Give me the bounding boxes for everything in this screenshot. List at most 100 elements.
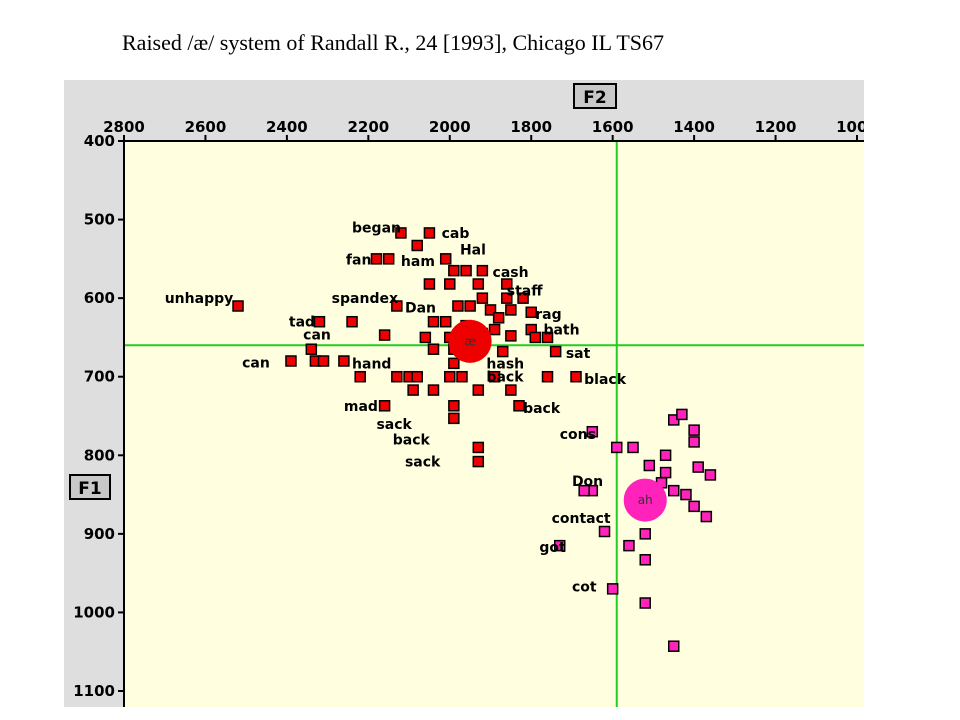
x-tick-label: 2400 [266,118,308,136]
x-tick-label: 1600 [592,118,634,136]
data-point-ae [427,343,440,355]
data-point-ae [456,370,468,383]
x-tick-label: 1400 [673,118,715,136]
data-point-ae [505,384,517,396]
data-point-ae [501,292,513,304]
data-point-ae [305,343,318,355]
data-point-ae [338,355,350,367]
axis-labels: F2 F1 [69,83,617,500]
data-point-ah [668,640,680,652]
data-point-ae [444,370,456,383]
data-point-ae [496,345,509,358]
data-point-ae [395,227,407,239]
data-point-ae [391,300,403,312]
data-point-ae [570,370,582,383]
data-point-ae [452,300,464,312]
mean-circle-ah [623,478,667,522]
data-point-ah [610,441,623,454]
data-point-ah [578,484,590,497]
x-tick-label: 2800 [103,118,145,136]
word-label: bath [543,323,579,339]
y-tick-label: 400 [84,132,115,150]
data-point-ae [464,300,476,312]
data-point-ae [541,370,554,383]
data-point-ae [370,253,383,265]
word-label: cash [493,265,529,281]
word-label: began [352,220,401,236]
mean-label-ah: ah [638,493,653,507]
x-axis-label-box [573,83,617,109]
data-point-ah [627,441,639,454]
data-point-ae [448,357,460,370]
x-tick-label: 1800 [510,118,552,136]
data-point-ae [232,300,244,312]
data-point-ae [411,239,423,252]
word-label: back [393,433,431,449]
data-point-ae [517,292,529,304]
data-point-ae [484,304,497,316]
data-point-ah [639,554,651,566]
data-point-ae [476,264,489,277]
word-label: got [539,540,566,556]
data-point-ae [488,370,501,383]
word-label: Dan [405,301,436,317]
word-label: sack [376,417,412,433]
y-tick-label: 800 [84,446,115,464]
y-tick-label: 1000 [73,603,115,621]
data-point-ae [505,304,517,316]
data-point-ah [623,539,635,552]
data-point-ae [492,312,505,324]
series-ah: ah cons Don contact got cot [539,408,717,652]
data-point-ae [419,331,432,344]
data-point-ae [472,278,485,290]
data-point-ae [472,441,485,454]
data-point-ae [423,278,436,290]
data-point-ae [346,315,358,328]
x-tick-label: 2600 [185,118,227,136]
x-axis: 2800 2600 2400 2200 2000 1800 1600 1400 1200 1000 [103,118,864,142]
slide-title: Raised /æ/ system of Randall R., 24 [199… [122,30,665,55]
data-point-ae [378,400,391,412]
data-point-ae [488,323,501,336]
word-label: sack [405,455,441,471]
word-label: Don [572,474,603,490]
data-point-ah [700,510,713,523]
data-point-ah [680,488,692,501]
word-label: cons [560,427,596,443]
data-point-ae [549,345,562,358]
word-label: rag [535,307,561,323]
data-point-ae [541,331,554,344]
data-point-ae [448,264,460,277]
mean-circle-ae [448,319,492,363]
data-point-ah [659,449,672,462]
mean-label-ae: æ [464,334,476,348]
data-point-ae [378,329,391,341]
x-tick-label: 1000 [836,118,864,136]
data-point-ah [643,459,656,472]
data-point-ae [501,278,513,290]
x-tick-label: 2000 [429,118,471,136]
word-label: mad [344,399,378,415]
word-label: spandex [332,291,398,307]
data-point-ae [476,292,489,304]
data-point-ae [411,370,423,383]
word-label: staff [507,283,543,299]
data-point-ae [505,330,517,342]
data-point-ae [427,315,440,328]
word-label: Hal [460,242,486,258]
word-label: back [523,401,561,417]
data-point-ah [688,436,700,448]
data-point-ae [354,370,366,383]
word-label: tad [289,315,315,331]
data-point-ae [525,306,537,319]
data-point-ae [444,278,456,290]
formant-plot: 2800 2600 2400 2200 2000 1800 1600 1400 1200 1000… [64,80,864,707]
y-axis: 400 500 600 700 800 900 1000 1100 [73,132,125,707]
word-label: can [242,356,270,372]
word-label: can [303,327,331,343]
word-label: cab [442,226,470,242]
word-label: hand [352,356,391,372]
data-point-ah [598,525,611,538]
